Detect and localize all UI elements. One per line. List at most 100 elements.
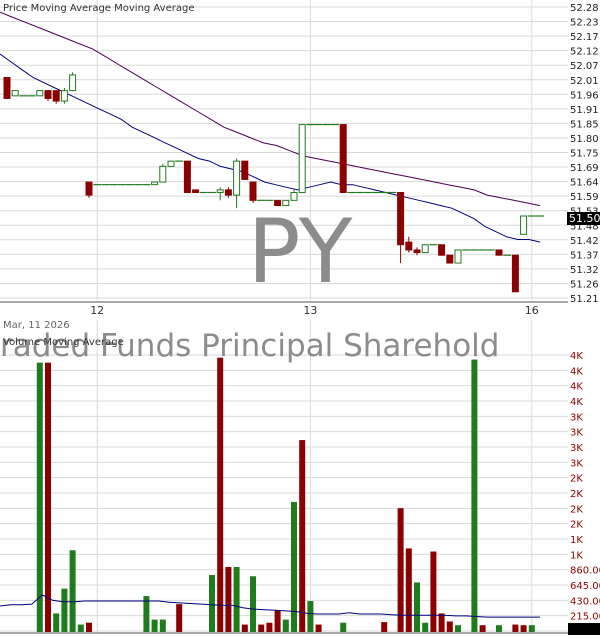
volume-bar-down	[446, 621, 453, 632]
last-price-label: 51.50	[569, 212, 600, 225]
candle-up	[60, 90, 68, 102]
volume-grid	[0, 320, 568, 633]
volume-bar-down	[405, 548, 412, 632]
volume-bar-up	[291, 501, 297, 632]
price-tick-label: 51.48	[570, 221, 599, 232]
candle-up	[36, 90, 44, 97]
volume-bar-down	[266, 622, 273, 632]
volume-bar-up	[282, 619, 289, 632]
price-candles	[3, 72, 544, 293]
volume-bar-up	[455, 625, 461, 632]
volume-bar-up	[340, 622, 347, 632]
candle-down	[495, 249, 503, 256]
date-label: Mar, 11 2026	[3, 320, 70, 331]
volume-axis-ticks: 4K 4K 4K 4K 3K 3K 3K 3K 2K 2K 2K 2K 1K 1K 860.00 645.00…	[568, 351, 600, 638]
volume-bar-up	[414, 582, 420, 632]
ticker-watermark: PY	[248, 200, 353, 303]
candle-down	[3, 77, 11, 99]
price-tick-label: 52.17	[570, 32, 599, 43]
price-tick-label: 51.42	[570, 236, 599, 247]
volume-tick-label: 4K	[570, 382, 583, 393]
volume-bar-down	[438, 613, 445, 632]
volume-bar-down	[274, 610, 281, 632]
price-axis-ticks: 52.28 52.23 52.17 52.12 52.07 52.01 51.96 51.91…	[570, 3, 599, 305]
volume-bar-down	[86, 622, 92, 632]
price-tick-label: 51.32	[570, 265, 599, 276]
price-tick-label: 51.75	[570, 149, 599, 160]
volume-bar-up	[528, 625, 535, 632]
volume-bar-down	[381, 622, 388, 632]
volume-bar-down	[479, 625, 486, 632]
volume-bar-up	[496, 625, 502, 632]
price-tick-label: 51.80	[570, 134, 599, 145]
price-tick-label: 51.91	[570, 105, 599, 116]
price-tick-label: 52.23	[570, 18, 599, 29]
candle-up	[167, 160, 175, 167]
candle-up	[233, 160, 241, 196]
candle-down	[249, 181, 257, 201]
candle-down	[339, 124, 347, 193]
candle-down	[511, 254, 519, 293]
volume-tick-label: 3K	[570, 458, 583, 469]
volume-tick-label: 3K	[570, 428, 583, 439]
candle-up	[298, 124, 306, 193]
price-tick-label: 51.59	[570, 192, 599, 203]
volume-tick-label: 430.00	[570, 596, 600, 607]
volume-tick-label: 3K	[570, 443, 583, 454]
volume-tick-label: 4K	[570, 366, 583, 377]
candle-up	[282, 199, 290, 207]
price-moving-averages	[0, 11, 541, 243]
volume-bar-up	[61, 588, 68, 632]
volume-ma-line	[0, 594, 540, 618]
candle-down	[44, 90, 52, 99]
candle-down	[438, 244, 446, 256]
candle-up	[151, 181, 159, 186]
volume-tick-label: 2K	[570, 504, 583, 515]
company-name-watermark: raded Funds Principal Sharehold	[0, 328, 499, 364]
candle-down	[446, 254, 454, 264]
candle-down	[192, 189, 200, 193]
candle-down	[224, 189, 232, 196]
candle-down	[241, 160, 249, 180]
volume-tick-label: 3K	[570, 412, 583, 423]
last-price-tag: 51.50	[567, 212, 600, 225]
candle-up	[69, 74, 77, 92]
price-tick-label: 52.07	[570, 61, 599, 72]
volume-bar-down	[45, 362, 51, 632]
price-tick-label: 51.64	[570, 178, 599, 189]
candle-down	[183, 160, 191, 193]
candle-up	[11, 90, 19, 97]
volume-bar-down	[315, 624, 322, 632]
volume-moving-average	[0, 594, 540, 618]
volume-bar-down	[520, 625, 527, 632]
volume-bar-down	[397, 508, 404, 632]
volume-bar-down	[430, 551, 437, 632]
candle-up	[159, 165, 167, 183]
date-tick-label: 16	[525, 304, 539, 317]
volume-zero-tag	[568, 623, 600, 635]
price-tick-label: 52.12	[570, 47, 599, 58]
candle-down	[397, 191, 405, 246]
candle-up	[216, 189, 224, 193]
volume-bars	[36, 357, 535, 632]
volume-tick-label: 2K	[570, 520, 583, 531]
price-tick-label: 51.85	[570, 119, 599, 130]
price-grid	[0, 0, 568, 300]
candle-down	[85, 181, 93, 196]
price-tick-label: 51.69	[570, 163, 599, 174]
volume-tick-label: 1K	[570, 550, 583, 561]
candle-up	[290, 191, 298, 201]
volume-panel-title: Volume Moving Average	[3, 337, 124, 348]
volume-bar-down	[176, 604, 183, 632]
volume-tick-label: 2K	[570, 489, 583, 500]
price-tick-label: 52.28	[570, 3, 599, 14]
price-tick-label: 52.01	[570, 76, 599, 87]
date-tick-label: 12	[90, 304, 104, 317]
volume-tick-label: 645.00	[570, 581, 600, 592]
volume-bar-up	[422, 622, 429, 632]
price-panel-title: Price Moving Average Moving Average	[3, 3, 195, 14]
volume-bar-up	[159, 619, 166, 632]
candle-down	[52, 90, 60, 102]
volume-bar-down	[258, 624, 265, 632]
